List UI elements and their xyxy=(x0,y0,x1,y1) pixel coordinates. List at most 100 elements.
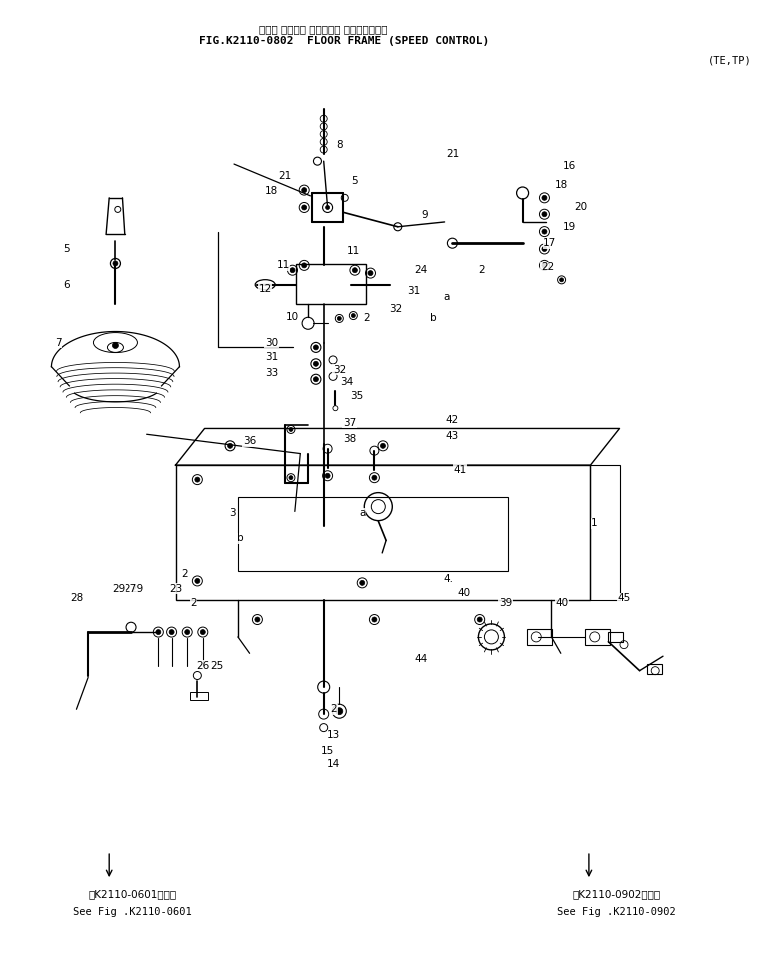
Bar xyxy=(590,465,619,600)
Text: 第K2110-0902図参照: 第K2110-0902図参照 xyxy=(573,890,660,899)
Text: 25: 25 xyxy=(211,661,223,671)
Text: 29: 29 xyxy=(130,584,143,593)
Bar xyxy=(526,628,551,645)
Circle shape xyxy=(372,617,377,622)
Circle shape xyxy=(302,187,307,193)
Circle shape xyxy=(195,477,200,482)
Text: 2: 2 xyxy=(182,569,188,579)
Text: b: b xyxy=(430,314,436,323)
Circle shape xyxy=(185,629,190,635)
Text: 37: 37 xyxy=(343,418,356,427)
Text: a: a xyxy=(360,509,366,518)
Circle shape xyxy=(112,343,119,348)
Text: 11: 11 xyxy=(347,246,360,256)
Text: 40: 40 xyxy=(555,598,568,608)
Text: 2: 2 xyxy=(479,265,485,275)
Circle shape xyxy=(314,376,318,382)
Text: 34: 34 xyxy=(341,377,353,387)
Text: 28: 28 xyxy=(70,593,83,603)
Text: 第K2110-0601図参照: 第K2110-0601図参照 xyxy=(89,890,176,899)
Bar xyxy=(238,497,508,571)
Text: 5: 5 xyxy=(352,177,358,186)
Text: 31: 31 xyxy=(265,352,278,362)
Text: 1: 1 xyxy=(591,518,597,528)
Text: FIG.K2110-0802  FLOOR FRAME (SPEED CONTROL): FIG.K2110-0802 FLOOR FRAME (SPEED CONTRO… xyxy=(199,37,489,46)
Circle shape xyxy=(477,617,482,622)
Circle shape xyxy=(156,629,161,635)
Circle shape xyxy=(290,267,295,273)
Text: フロア フレーム （スピード コントロール）: フロア フレーム （スピード コントロール） xyxy=(260,24,388,34)
Circle shape xyxy=(351,314,356,317)
Circle shape xyxy=(360,580,365,586)
Text: 2: 2 xyxy=(190,598,197,608)
Text: 26: 26 xyxy=(197,661,209,671)
Text: 6: 6 xyxy=(63,280,69,290)
Bar xyxy=(608,632,623,642)
Text: 2: 2 xyxy=(331,704,337,714)
Text: 2: 2 xyxy=(363,314,370,323)
Text: a: a xyxy=(443,292,449,302)
Circle shape xyxy=(372,475,377,481)
Bar xyxy=(296,264,367,304)
Text: (TE,TP): (TE,TP) xyxy=(707,56,751,66)
Bar xyxy=(647,664,662,674)
Text: See Fig .K2110-0601: See Fig .K2110-0601 xyxy=(73,907,192,917)
Text: 16: 16 xyxy=(563,161,576,171)
Text: See Fig .K2110-0902: See Fig .K2110-0902 xyxy=(557,907,675,917)
Circle shape xyxy=(113,261,118,266)
Text: 19: 19 xyxy=(563,222,576,232)
Text: 21: 21 xyxy=(446,150,459,159)
Text: 13: 13 xyxy=(328,731,340,740)
Circle shape xyxy=(542,246,547,252)
Text: 18: 18 xyxy=(265,186,278,196)
Text: 32: 32 xyxy=(390,304,402,314)
Text: 24: 24 xyxy=(415,265,427,275)
Circle shape xyxy=(542,262,547,268)
Bar xyxy=(190,692,207,700)
Bar xyxy=(585,628,610,645)
Text: 8: 8 xyxy=(336,140,342,150)
Circle shape xyxy=(314,345,318,350)
Text: 29: 29 xyxy=(112,584,125,593)
Text: 40: 40 xyxy=(458,589,470,598)
Circle shape xyxy=(381,443,385,449)
Text: 9: 9 xyxy=(422,210,428,220)
Text: 11: 11 xyxy=(277,261,289,270)
Text: 45: 45 xyxy=(618,593,630,603)
Circle shape xyxy=(353,267,357,273)
Text: 3: 3 xyxy=(229,509,236,518)
Circle shape xyxy=(542,229,547,234)
Text: 32: 32 xyxy=(333,365,346,374)
Text: 36: 36 xyxy=(243,436,256,446)
Text: 35: 35 xyxy=(351,391,363,400)
Text: 27: 27 xyxy=(124,584,136,593)
Text: 7: 7 xyxy=(55,338,62,347)
Circle shape xyxy=(542,195,547,201)
Circle shape xyxy=(542,211,547,217)
Text: 18: 18 xyxy=(555,180,568,190)
Text: 15: 15 xyxy=(321,746,334,756)
Text: 38: 38 xyxy=(343,434,356,444)
Circle shape xyxy=(200,629,205,635)
Text: 33: 33 xyxy=(265,369,278,378)
Text: b: b xyxy=(237,534,243,543)
Text: 10: 10 xyxy=(286,312,299,321)
Circle shape xyxy=(302,205,307,210)
Text: 21: 21 xyxy=(278,171,291,180)
Circle shape xyxy=(368,270,373,276)
Circle shape xyxy=(559,278,564,282)
Text: 4.: 4. xyxy=(444,574,453,584)
Text: 17: 17 xyxy=(544,238,556,248)
Text: 30: 30 xyxy=(265,338,278,347)
Text: 43: 43 xyxy=(446,431,459,441)
Circle shape xyxy=(289,427,293,431)
Text: 39: 39 xyxy=(499,598,512,608)
Text: 42: 42 xyxy=(446,415,459,425)
Circle shape xyxy=(228,443,232,449)
Bar xyxy=(176,465,590,600)
Circle shape xyxy=(195,578,200,584)
Circle shape xyxy=(325,206,330,209)
Circle shape xyxy=(325,473,330,479)
Text: 12: 12 xyxy=(259,285,271,294)
Text: 14: 14 xyxy=(328,759,340,769)
